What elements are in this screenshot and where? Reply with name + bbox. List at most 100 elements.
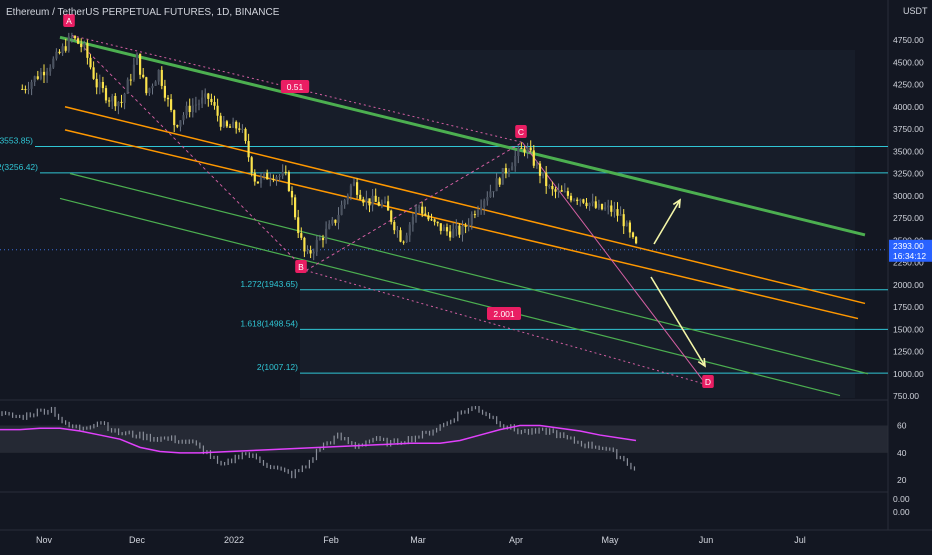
candle-body (489, 191, 492, 198)
candle-body (476, 209, 480, 216)
candle-body (67, 36, 70, 51)
wave-marker-c[interactable]: C (515, 125, 527, 138)
candle-body (492, 191, 495, 193)
candle-body (604, 207, 607, 210)
candle-body (210, 98, 213, 103)
wave-marker-c-label: C (518, 127, 524, 137)
candle-body (452, 228, 455, 238)
candle-body (467, 224, 470, 227)
currency-label[interactable]: USDT (903, 6, 928, 16)
candle-body (328, 223, 331, 229)
candle-body (498, 178, 501, 185)
candle-body (315, 239, 318, 252)
candle-body (588, 203, 591, 207)
time-axis-tick: Jun (699, 535, 714, 545)
candle-body (383, 201, 387, 203)
candle-body (635, 237, 638, 244)
candle-body (228, 126, 232, 128)
time-axis-tick: Mar (410, 535, 426, 545)
projection-arrow-down-head (697, 357, 706, 368)
candle-body (622, 214, 625, 227)
projection-arrow-down-shaft (650, 276, 706, 367)
fib-level-label: 0.382(3256.42) (0, 162, 38, 172)
candle-body (352, 182, 356, 186)
wave-marker-b[interactable]: B (295, 260, 307, 273)
ratio-badge-2001-label: 2.001 (493, 309, 515, 319)
candle-body (529, 147, 532, 151)
projection-arrow-up (653, 198, 681, 245)
candle-body (148, 88, 151, 94)
wave-marker-d[interactable]: D (702, 375, 714, 388)
candle-body (39, 71, 42, 79)
candle-body (585, 202, 588, 207)
candle-body (52, 58, 55, 68)
candle-body (111, 96, 114, 102)
candle-body (197, 103, 201, 105)
candle-body (194, 104, 197, 106)
candle-body (204, 93, 207, 98)
ratio-badge-051[interactable]: 0.51 (280, 80, 310, 93)
projection-arrow-down (650, 276, 706, 368)
candle-body (538, 163, 542, 176)
time-axis-tick: Dec (129, 535, 146, 545)
candle-body (349, 185, 352, 196)
candle-body (346, 195, 349, 201)
candle-body (542, 172, 545, 176)
price-axis-tick: 2000.00 (893, 280, 924, 290)
candle-body (600, 203, 604, 210)
rsi-axis-tick: 20 (897, 475, 907, 485)
candle-body (256, 181, 259, 184)
price-axis-tick: 3000.00 (893, 191, 924, 201)
candle-body (247, 141, 250, 158)
price-axis-tick: 4250.00 (893, 80, 924, 90)
candle-body (421, 206, 424, 214)
price-axis-tick: 1500.00 (893, 324, 924, 334)
candle-body (64, 46, 67, 51)
candle-body (337, 214, 340, 223)
candle-body (334, 219, 337, 223)
candle-body (157, 69, 160, 82)
candle-body (294, 197, 297, 218)
candle-body (566, 191, 569, 196)
candle-body (365, 198, 368, 203)
candle-body (628, 222, 631, 233)
candle-body (176, 125, 179, 127)
countdown-label: 16:34:12 (893, 251, 926, 261)
candle-body (241, 128, 244, 130)
candle-body (545, 172, 548, 187)
candle-body (216, 105, 219, 116)
candle-body (554, 189, 557, 192)
candle-body (58, 51, 61, 54)
wave-marker-d-bg (702, 375, 714, 388)
fib-level-label: 0.5(3553.85) (0, 135, 33, 145)
price-axis-tick: 1250.00 (893, 347, 924, 357)
time-axis-tick: Jul (794, 535, 806, 545)
candle-body (362, 199, 365, 203)
candle-body (560, 190, 563, 192)
candle-body (573, 199, 576, 201)
fib-level-label: 1.272(1943.65) (240, 279, 298, 289)
connector-b-d (305, 270, 707, 385)
candle-body (83, 43, 86, 48)
wave-marker-a[interactable]: A (63, 14, 75, 27)
candle-body (445, 227, 449, 232)
candle-body (219, 115, 222, 127)
candle-body (551, 185, 554, 190)
price-axis-tick: 2750.00 (893, 213, 924, 223)
candle-body (563, 191, 566, 193)
candle-body (625, 222, 628, 227)
candle-body (30, 82, 33, 89)
candle-body (235, 121, 238, 129)
candle-body (232, 121, 235, 128)
price-axis-tick: 750.00 (893, 391, 919, 401)
candle-body (86, 43, 89, 58)
channel-line-orange-upper (64, 106, 866, 305)
candle-body (173, 110, 176, 126)
candle-body (582, 199, 585, 203)
candle-body (263, 172, 266, 177)
price-axis-tick: 1000.00 (893, 369, 924, 379)
ratio-badge-2001[interactable]: 2.001 (487, 307, 521, 320)
candle-body (613, 209, 616, 212)
